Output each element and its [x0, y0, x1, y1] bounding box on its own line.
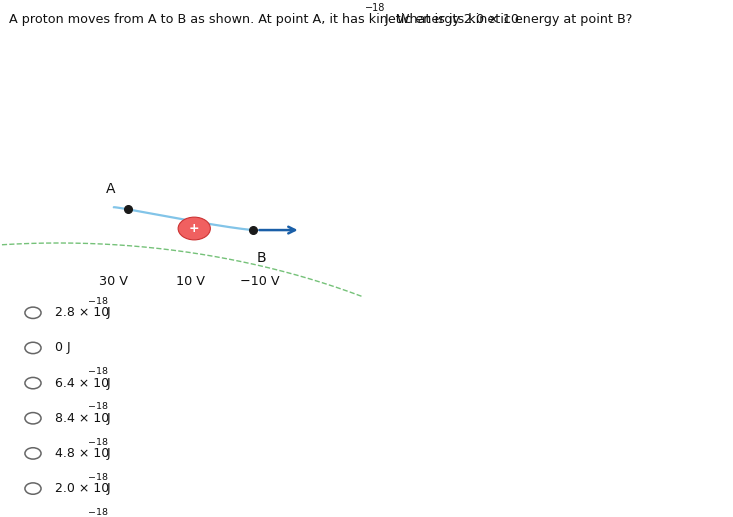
Text: 10 V: 10 V	[176, 275, 205, 288]
Text: −18: −18	[88, 367, 108, 376]
Text: J: J	[103, 376, 111, 390]
Text: J. What is its kinetic energy at point B?: J. What is its kinetic energy at point B…	[381, 13, 633, 26]
Text: J: J	[103, 447, 111, 460]
Text: 2.8 × 10: 2.8 × 10	[55, 306, 109, 320]
Text: 2.0 × 10: 2.0 × 10	[55, 482, 109, 495]
Text: −18: −18	[88, 473, 108, 482]
Text: 0 J: 0 J	[55, 341, 70, 355]
Text: −18: −18	[88, 402, 108, 412]
Text: J: J	[103, 306, 111, 320]
Text: +: +	[189, 222, 199, 235]
Text: 30 V: 30 V	[99, 275, 128, 288]
Text: −18: −18	[88, 508, 108, 517]
Text: −18: −18	[88, 297, 108, 306]
Text: A: A	[106, 183, 115, 196]
Text: B: B	[257, 251, 266, 265]
Text: −18: −18	[88, 437, 108, 447]
Text: 8.4 × 10: 8.4 × 10	[55, 412, 109, 425]
Text: 6.4 × 10: 6.4 × 10	[55, 376, 109, 390]
Text: J: J	[103, 412, 111, 425]
Text: 4.8 × 10: 4.8 × 10	[55, 447, 109, 460]
Circle shape	[178, 217, 210, 240]
Text: −18: −18	[365, 4, 386, 13]
Text: −10 V: −10 V	[240, 275, 280, 288]
Text: A proton moves from A to B as shown. At point A, it has kinetic energy 2.0 × 10: A proton moves from A to B as shown. At …	[9, 13, 519, 26]
Text: J: J	[103, 482, 111, 495]
